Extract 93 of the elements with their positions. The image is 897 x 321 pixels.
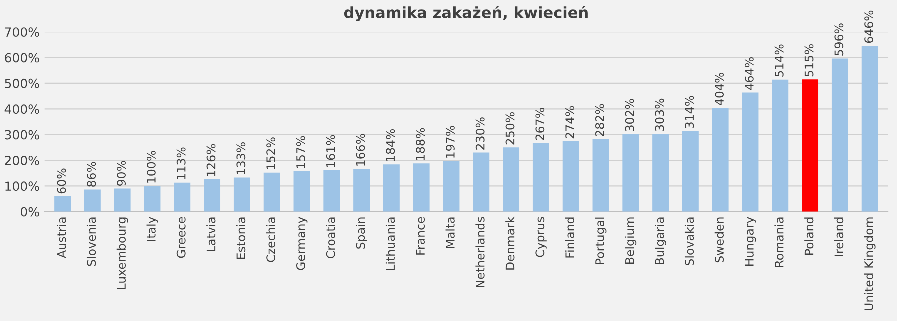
x-tick-label: Romania: [774, 218, 784, 268]
x-tick-label: Bulgaria: [655, 218, 667, 265]
bar: [264, 172, 280, 212]
bar: [622, 134, 640, 212]
bar: [652, 134, 670, 212]
x-tick-label: Czechia: [266, 218, 276, 262]
x-tick-label: Austria: [57, 218, 66, 258]
data-label: 515%: [804, 44, 814, 77]
bar: [54, 196, 72, 212]
data-label: 100%: [146, 151, 156, 183]
bar: [772, 80, 789, 212]
data-label: 60%: [57, 168, 66, 194]
x-tick-label: France: [416, 217, 426, 255]
x-tick-label: Malta: [446, 218, 455, 248]
bar: [114, 188, 131, 212]
x-tick-label: Hungary: [745, 217, 756, 266]
bar: [413, 164, 430, 212]
data-label: 166%: [356, 134, 366, 166]
bar: [354, 169, 370, 212]
data-label: 646%: [864, 10, 874, 44]
bar: [473, 152, 490, 212]
y-tick-label: 0%: [20, 207, 40, 217]
data-label: 86%: [87, 162, 96, 187]
chart-title: dynamika zakażeń, kwiecień: [344, 6, 588, 22]
bar: [862, 46, 878, 212]
bar: [234, 178, 250, 212]
data-label: 514%: [774, 44, 784, 77]
bar: [532, 143, 550, 212]
bar: [383, 164, 400, 212]
x-tick-label: Ireland: [834, 218, 844, 256]
data-label: 314%: [685, 96, 694, 128]
bar: [144, 186, 161, 212]
bar: [324, 170, 340, 212]
data-label: 230%: [476, 118, 485, 150]
bar: [443, 161, 460, 212]
bar: [712, 108, 729, 212]
x-tick-label: Estonia: [236, 218, 246, 260]
data-label: 184%: [386, 129, 396, 162]
x-tick-label: Spain: [356, 218, 368, 249]
y-tick-label: 700%: [5, 28, 40, 38]
data-label: 113%: [176, 148, 186, 180]
data-label: 90%: [117, 161, 126, 186]
data-label: 152%: [266, 138, 276, 170]
y-tick-label: 200%: [5, 156, 40, 166]
data-label: 464%: [744, 58, 754, 90]
bar: [503, 148, 520, 212]
bar: [562, 141, 580, 212]
x-tick-label: Luxembourg: [116, 218, 128, 290]
data-label: 197%: [446, 126, 455, 158]
x-tick-label: Belgium: [625, 218, 637, 264]
data-label: 282%: [595, 104, 604, 137]
x-tick-label: Slovakia: [684, 218, 694, 266]
x-tick-label: Slovenia: [86, 218, 96, 266]
x-tick-label: Lithuania: [386, 218, 396, 270]
data-label: 404%: [715, 72, 724, 106]
data-label: 161%: [326, 135, 336, 168]
x-tick-label: Finland: [565, 218, 575, 258]
y-tick-label: 400%: [4, 104, 40, 114]
x-tick-label: Sweden: [714, 218, 724, 263]
data-label: 250%: [506, 112, 515, 145]
bar: [802, 80, 819, 212]
x-tick-label: Portugal: [595, 218, 607, 264]
bar: [174, 182, 191, 212]
x-tick-label: Netherlands: [476, 217, 485, 288]
data-label: 302%: [625, 99, 634, 132]
data-label: 267%: [536, 108, 545, 140]
bar: [742, 92, 759, 212]
x-tick-label: Latvia: [206, 218, 216, 252]
y-tick-label: 300%: [5, 130, 40, 140]
bar: [832, 58, 848, 212]
x-tick-label: Croatia: [326, 218, 336, 258]
bar: [294, 172, 310, 212]
x-tick-label: Italy: [146, 217, 158, 242]
x-tick-label: Cyprus: [536, 217, 547, 258]
data-label: 274%: [566, 106, 575, 139]
data-label: 157%: [296, 136, 306, 168]
bar: [682, 131, 699, 212]
data-label: 126%: [206, 144, 216, 176]
bar: [592, 139, 610, 212]
data-label: 188%: [416, 128, 426, 160]
x-tick-label: Poland: [804, 218, 814, 255]
x-tick-label: Greece: [176, 217, 186, 258]
data-label: 596%: [834, 24, 844, 56]
y-tick-label: 100%: [6, 182, 40, 192]
bar: [204, 180, 221, 212]
y-tick-label: 600%: [5, 53, 40, 63]
data-label: 133%: [236, 142, 246, 174]
y-tick-label: 500%: [5, 78, 40, 88]
x-tick-label: Denmark: [506, 216, 515, 270]
x-tick-label: Germany: [296, 217, 308, 270]
x-tick-label: United Kingdom: [864, 218, 876, 310]
bar: [84, 190, 101, 212]
data-label: 303%: [655, 98, 664, 132]
